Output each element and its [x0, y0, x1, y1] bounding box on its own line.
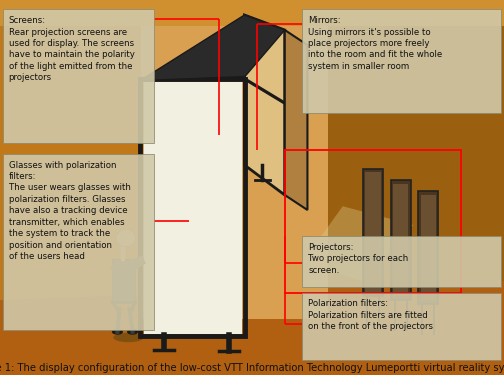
Polygon shape — [141, 26, 328, 319]
Bar — [0, 0, 504, 26]
Text: Screens:
Rear projection screens are
used for display. The screens
have to maint: Screens: Rear projection screens are use… — [9, 16, 135, 82]
FancyBboxPatch shape — [3, 9, 154, 142]
Bar — [363, 169, 383, 296]
Polygon shape — [140, 15, 285, 81]
FancyBboxPatch shape — [302, 9, 501, 112]
Bar — [140, 79, 245, 336]
Polygon shape — [285, 30, 307, 210]
FancyBboxPatch shape — [302, 292, 501, 360]
FancyBboxPatch shape — [3, 154, 154, 330]
Polygon shape — [244, 15, 285, 195]
Polygon shape — [0, 0, 212, 345]
Ellipse shape — [116, 230, 136, 247]
Bar — [393, 184, 408, 296]
Polygon shape — [140, 77, 285, 105]
Bar — [144, 82, 242, 334]
Bar — [112, 259, 135, 302]
Text: Projectors:
Two projectors for each
screen.: Projectors: Two projectors for each scre… — [308, 243, 409, 275]
Bar — [365, 172, 381, 292]
Ellipse shape — [112, 329, 123, 334]
Ellipse shape — [127, 329, 138, 334]
Bar — [391, 180, 411, 300]
Text: Mirrors:
Using mirrors it's possible to
place projectors more freely
into the ro: Mirrors: Using mirrors it's possible to … — [308, 16, 443, 71]
Polygon shape — [0, 281, 504, 375]
Text: Polarization filters:
Polarization filters are fitted
on the front of the projec: Polarization filters: Polarization filte… — [308, 299, 433, 331]
Polygon shape — [328, 0, 504, 345]
Ellipse shape — [113, 333, 144, 342]
FancyBboxPatch shape — [302, 236, 501, 287]
Bar — [418, 191, 438, 304]
Text: Glasses with polarization
filters:
The user wears glasses with
polarization filt: Glasses with polarization filters: The u… — [9, 160, 131, 261]
Bar — [421, 195, 436, 300]
Text: Figure 1: The display configuration of the low-cost VTT Information Technology L: Figure 1: The display configuration of t… — [0, 363, 504, 373]
Polygon shape — [302, 206, 413, 281]
Bar — [285, 150, 461, 292]
